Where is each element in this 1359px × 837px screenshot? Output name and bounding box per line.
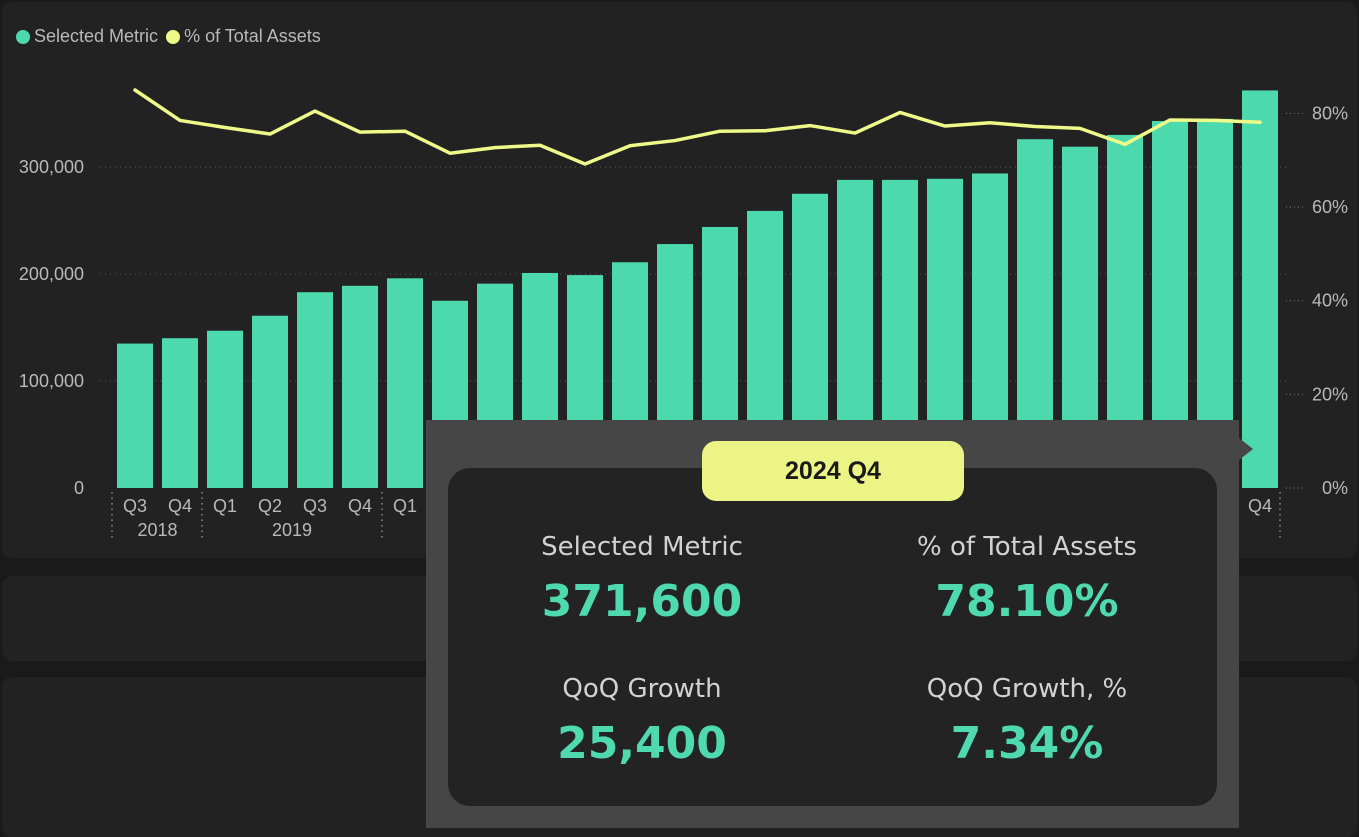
bar [1242,90,1278,489]
y-right-tick-label: 0% [1322,478,1348,498]
y-right-tick-label: 80% [1312,103,1348,123]
legend-item-pct-total-assets[interactable]: % of Total Assets [166,26,321,47]
chart-legend: Selected Metric % of Total Assets [16,26,329,47]
x-tick-label: Q1 [213,496,237,516]
tooltip-title-badge: 2024 Q4 [702,441,964,501]
legend-dot-pct-total-assets [166,29,181,44]
tooltip-metric-qoq-growth-pct: QoQ Growth, % 7.34% [837,674,1217,769]
tooltip-metric-label: Selected Metric [541,532,743,562]
tooltip-card: Selected Metric 371,600 % of Total Asset… [448,468,1217,806]
x-tick-label: Q3 [303,496,327,516]
tooltip-metric-label: % of Total Assets [917,532,1137,562]
tooltip-metric-pct-total: % of Total Assets 78.10% [837,532,1217,627]
x-tick-label: Q4 [348,496,372,516]
line-series-pct-total-assets [133,88,1262,166]
y-left-tick-label: 200,000 [19,264,84,284]
y-right-tick-label: 20% [1312,384,1348,404]
tooltip-metric-value: 25,400 [557,718,727,769]
tooltip-metric-label: QoQ Growth [562,674,722,704]
tooltip-metric-value: 371,600 [541,576,743,627]
tooltip-metric-label: QoQ Growth, % [926,674,1128,704]
tooltip-pointer [1239,438,1253,460]
y-right-tick-label: 60% [1312,197,1348,217]
legend-item-selected-metric[interactable]: Selected Metric [16,26,158,47]
tooltip-metric-value: 78.10% [935,576,1119,627]
bar [342,285,378,488]
x-tick-label: Q4 [168,496,192,516]
x-year-label: 2019 [272,520,312,540]
bar [162,338,198,488]
tooltip-metric-selected: Selected Metric 371,600 [452,532,832,627]
x-tick-label: Q4 [1248,496,1272,516]
bar [387,278,423,488]
tooltip-metric-qoq-growth: QoQ Growth 25,400 [452,674,832,769]
x-tick-label: Q3 [123,496,147,516]
x-year-label: 2018 [137,520,177,540]
bar [252,315,288,488]
tooltip-metric-value: 7.34% [950,718,1104,769]
chart-tooltip: Selected Metric 371,600 % of Total Asset… [426,420,1239,828]
legend-label-selected-metric: Selected Metric [34,26,159,46]
y-right-tick-label: 40% [1312,291,1348,311]
legend-dot-selected-metric [16,29,30,44]
y-left-tick-label: 100,000 [19,371,84,391]
legend-label-pct-total-assets: % of Total Assets [184,26,321,46]
bar [117,343,153,488]
x-tick-label: Q2 [258,496,282,516]
bar [297,292,333,488]
y-left-tick-label: 0 [74,478,84,498]
bar [207,330,243,488]
x-tick-label: Q1 [393,496,417,516]
y-left-tick-label: 300,000 [19,157,84,177]
